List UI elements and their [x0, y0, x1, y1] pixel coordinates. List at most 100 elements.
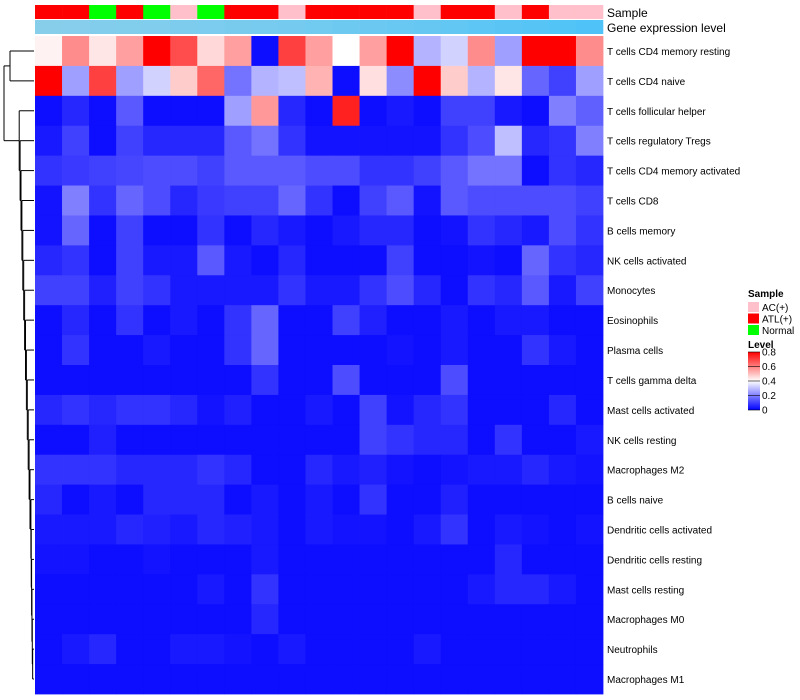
heatmap-cell [224, 454, 252, 486]
heatmap-cell [494, 544, 523, 575]
heatmap-cell [521, 365, 550, 396]
row-label: B cells memory [607, 226, 675, 237]
heatmap-cell [575, 95, 604, 127]
heatmap-cell [170, 454, 198, 486]
heatmap-cell [440, 604, 469, 635]
heatmap-cell [224, 185, 252, 216]
heatmap-cell [197, 365, 225, 396]
heatmap-cell [197, 185, 225, 216]
heatmap-cell [170, 245, 198, 276]
heatmap-cell [494, 574, 523, 605]
heatmap-cell [35, 544, 63, 575]
heatmap-cell [251, 484, 279, 515]
heatmap-cell [35, 245, 63, 276]
expression-annotation-cell [494, 20, 523, 34]
heatmap-cell [143, 664, 171, 695]
heatmap-cell [386, 544, 415, 575]
heatmap-cell [440, 394, 469, 426]
heatmap-cell [440, 634, 469, 665]
heatmap-cell [143, 634, 171, 665]
heatmap-cell [467, 394, 496, 426]
heatmap-cell [116, 365, 144, 396]
row-dendrogram [3, 50, 34, 680]
heatmap-cell [197, 275, 225, 306]
heatmap-cell [197, 155, 225, 186]
heatmap-cell [467, 604, 496, 635]
heatmap-cell [278, 604, 306, 635]
heatmap-cell [62, 185, 90, 216]
heatmap-cell [332, 634, 360, 665]
heatmap-cell [197, 454, 225, 486]
heatmap-cell [386, 514, 415, 545]
heatmap-cell [89, 394, 117, 426]
heatmap-cell [548, 514, 577, 545]
sample-annotation-cell [89, 5, 117, 19]
heatmap-cell [386, 65, 415, 97]
heatmap-cell [197, 514, 225, 545]
heatmap-cell [494, 305, 523, 336]
heatmap-cell [305, 454, 333, 486]
level-legend-tick-label: 0.2 [762, 391, 776, 402]
row-label: Dendritic cells activated [607, 526, 712, 537]
heatmap-cell [62, 36, 90, 67]
heatmap-cell [359, 604, 388, 635]
sample-annotation-cell [494, 5, 523, 19]
heatmap-cell [224, 514, 252, 545]
heatmap-cell [386, 394, 415, 426]
heatmap-cell [224, 215, 252, 246]
heatmap-cell [62, 275, 90, 306]
heatmap-cell [143, 185, 171, 216]
heatmap-cell [170, 125, 198, 157]
heatmap-cell [35, 484, 63, 515]
heatmap-cell [305, 185, 333, 216]
heatmap-cell [332, 454, 360, 486]
heatmap-cell [170, 275, 198, 306]
heatmap-cell [197, 424, 225, 456]
heatmap-cell [548, 604, 577, 635]
heatmap-cell [413, 125, 442, 157]
row-label: NK cells resting [607, 436, 676, 447]
heatmap-cell [278, 95, 306, 127]
heatmap-cell [89, 514, 117, 545]
heatmap-cell [575, 544, 604, 575]
heatmap-cell [386, 36, 415, 67]
heatmap-cell [521, 215, 550, 246]
heatmap-cell [224, 664, 252, 695]
expression-annotation-cell [575, 20, 604, 34]
heatmap-cell [548, 185, 577, 216]
heatmap-cell [224, 65, 252, 97]
heatmap-cell [251, 544, 279, 575]
sample-annotation-cell [224, 5, 252, 19]
level-legend-tick-label: 0.8 [762, 348, 776, 359]
heatmap-cell [332, 155, 360, 186]
heatmap-cell [359, 36, 388, 67]
heatmap-cell [143, 95, 171, 127]
expression-annotation-cell [467, 20, 496, 34]
sample-annotation-cell [413, 5, 442, 19]
heatmap-cell [89, 305, 117, 336]
heatmap-cell [413, 574, 442, 605]
heatmap-cell [251, 394, 279, 426]
heatmap-cell [521, 574, 550, 605]
heatmap-cell [224, 125, 252, 157]
sample-annotation-cell [332, 5, 360, 19]
heatmap-cell [251, 155, 279, 186]
heatmap-cell [278, 365, 306, 396]
heatmap-cell [89, 634, 117, 665]
heatmap-cell [89, 125, 117, 157]
heatmap-cell [413, 95, 442, 127]
heatmap-cell [521, 36, 550, 67]
heatmap-cell [386, 664, 415, 695]
heatmap-cell [170, 664, 198, 695]
heatmap-cell [332, 125, 360, 157]
heatmap-cell [197, 305, 225, 336]
heatmap-cell [575, 185, 604, 216]
sample-annotation-cell [440, 5, 469, 19]
heatmap-cell [413, 544, 442, 575]
heatmap-cell [440, 544, 469, 575]
heatmap-cell [89, 215, 117, 246]
heatmap-cell [386, 634, 415, 665]
heatmap-cell [332, 245, 360, 276]
heatmap-cell [386, 95, 415, 127]
heatmap-cell [467, 634, 496, 665]
